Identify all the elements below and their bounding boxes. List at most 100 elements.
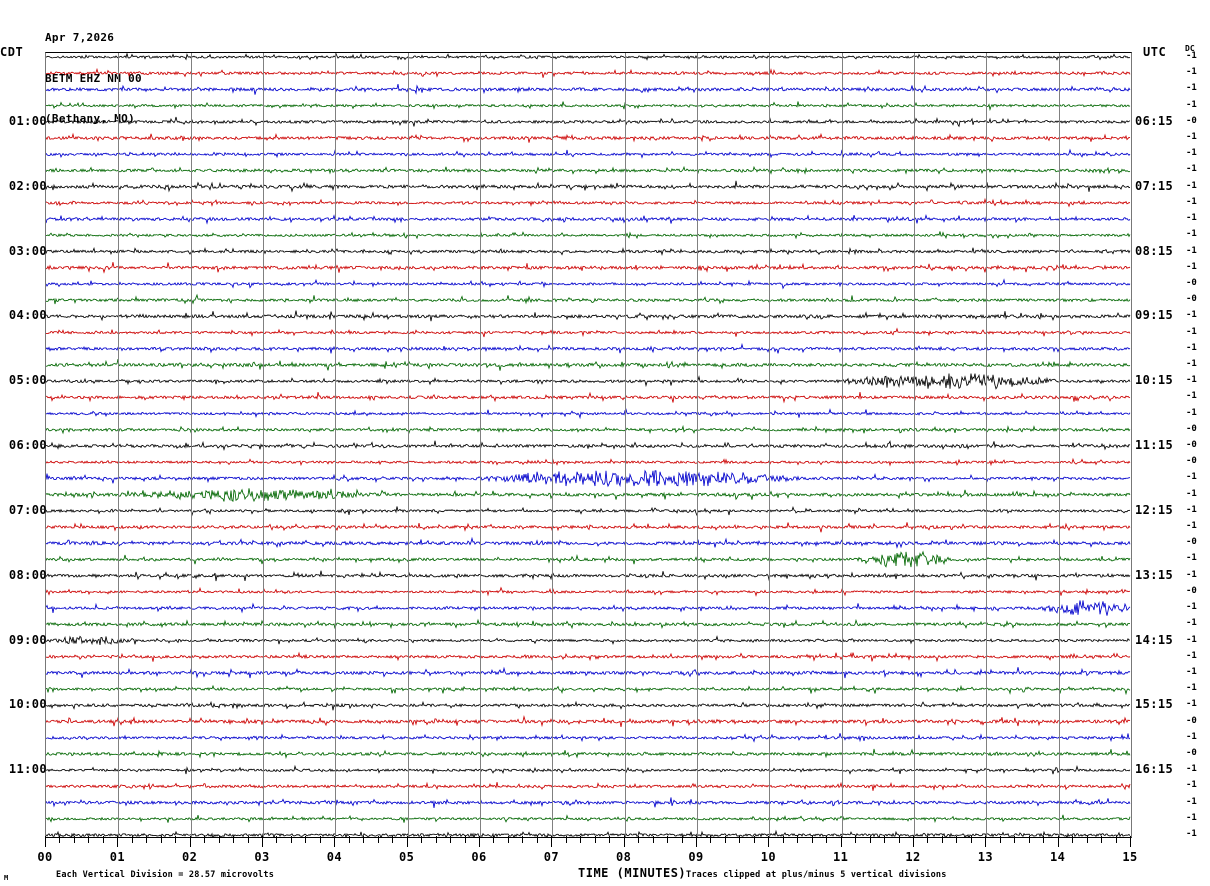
seismic-trace xyxy=(46,231,1131,240)
x-tick-minor xyxy=(638,836,640,843)
seismic-trace xyxy=(46,408,1131,420)
x-tick-label: 07 xyxy=(543,850,559,864)
vertical-gridline xyxy=(769,53,771,837)
vertical-gridline xyxy=(552,53,554,837)
dc-value: -1 xyxy=(1186,213,1197,224)
x-tick-minor xyxy=(884,836,886,843)
x-axis-ticks xyxy=(45,836,1131,848)
x-tick-label: 13 xyxy=(977,850,993,864)
trace-canvas xyxy=(46,53,1131,837)
right-time-label: 13:15 xyxy=(1135,567,1174,582)
dc-value: -1 xyxy=(1186,472,1197,483)
dc-value: -1 xyxy=(1186,375,1197,386)
x-tick-major xyxy=(768,836,770,847)
dc-value: -1 xyxy=(1186,310,1197,321)
seismic-trace xyxy=(46,536,1131,549)
x-axis-title: TIME (MINUTES) xyxy=(578,866,687,880)
seismic-trace xyxy=(46,180,1131,193)
dc-value: -1 xyxy=(1186,391,1197,402)
seismic-trace xyxy=(46,373,1131,390)
x-tick-label: 11 xyxy=(833,850,849,864)
x-tick-minor xyxy=(73,836,75,843)
seismic-trace xyxy=(46,570,1131,582)
x-tick-minor xyxy=(681,836,683,843)
x-tick-minor xyxy=(811,836,813,843)
x-tick-minor xyxy=(305,836,307,843)
vertical-gridline xyxy=(407,53,409,837)
x-tick-minor xyxy=(1043,836,1045,843)
seismic-trace xyxy=(46,424,1131,435)
seismic-trace xyxy=(46,635,1131,646)
dc-value: -1 xyxy=(1186,553,1197,564)
seismic-trace xyxy=(46,293,1131,305)
left-time-label: 06:00 xyxy=(8,438,47,452)
right-time-label: 09:15 xyxy=(1135,308,1174,323)
x-tick-minor xyxy=(146,836,148,843)
x-tick-minor xyxy=(1028,836,1030,843)
seismic-trace xyxy=(46,684,1131,696)
dc-value: -1 xyxy=(1186,488,1197,499)
seismic-trace xyxy=(46,310,1131,322)
seismic-trace xyxy=(46,327,1131,338)
seismic-trace xyxy=(46,101,1131,112)
x-tick-label: 03 xyxy=(254,850,270,864)
right-time-label: 06:15 xyxy=(1135,113,1174,128)
dc-value: -1 xyxy=(1186,569,1197,580)
vertical-gridline xyxy=(190,53,192,837)
left-time-label: 04:00 xyxy=(8,308,47,323)
x-tick-minor xyxy=(175,836,177,843)
x-tick-minor xyxy=(522,836,524,843)
left-time-label: 02:00 xyxy=(8,178,47,193)
x-tick-minor xyxy=(131,836,133,843)
x-tick-minor xyxy=(233,836,235,843)
x-tick-minor xyxy=(667,836,669,843)
seismogram-plot[interactable] xyxy=(45,52,1132,838)
x-tick-minor xyxy=(536,836,538,843)
seismic-trace xyxy=(46,748,1131,759)
x-tick-major xyxy=(189,836,191,847)
x-tick-minor xyxy=(956,836,958,843)
dc-value: -1 xyxy=(1186,521,1197,532)
seismic-trace xyxy=(46,469,1131,488)
seismic-trace xyxy=(46,651,1131,663)
x-tick-minor xyxy=(710,836,712,843)
seismic-trace xyxy=(46,197,1131,208)
dc-value: -0 xyxy=(1186,115,1197,126)
x-tick-minor xyxy=(999,836,1001,843)
seismic-trace xyxy=(46,666,1131,679)
x-tick-minor xyxy=(855,836,857,843)
seismic-trace xyxy=(46,586,1131,597)
x-tick-minor xyxy=(435,836,437,843)
x-tick-minor xyxy=(898,836,900,843)
corner-glyph: M xyxy=(4,874,9,882)
x-tick-label: 06 xyxy=(471,850,487,864)
dc-value: -1 xyxy=(1186,196,1197,207)
x-tick-minor xyxy=(247,836,249,843)
x-tick-minor xyxy=(782,836,784,843)
x-tick-major xyxy=(840,836,842,847)
dc-value: -0 xyxy=(1186,715,1197,726)
right-time-label: 14:15 xyxy=(1135,632,1174,647)
dc-value: -1 xyxy=(1186,99,1197,110)
seismic-trace xyxy=(46,814,1131,824)
seismic-trace xyxy=(46,214,1131,225)
dc-value: -1 xyxy=(1186,731,1197,742)
x-tick-minor xyxy=(652,836,654,843)
seismic-trace xyxy=(46,797,1131,809)
dc-value: -1 xyxy=(1186,683,1197,694)
right-time-label: 16:15 xyxy=(1135,762,1174,777)
x-tick-minor xyxy=(290,836,292,843)
dc-value: -1 xyxy=(1186,699,1197,710)
seismic-trace xyxy=(46,262,1131,274)
x-tick-label: 15 xyxy=(1122,850,1138,864)
x-tick-major xyxy=(551,836,553,847)
x-tick-major xyxy=(262,836,263,847)
seismic-trace xyxy=(46,715,1131,728)
dc-value: -0 xyxy=(1186,747,1197,758)
seismic-trace xyxy=(46,781,1131,791)
dc-value: -1 xyxy=(1186,245,1197,256)
x-tick-major xyxy=(1057,836,1059,847)
x-tick-label: 08 xyxy=(616,850,632,864)
right-time-label: 15:15 xyxy=(1135,697,1174,712)
header-date: Apr 7,2026 xyxy=(45,31,115,44)
